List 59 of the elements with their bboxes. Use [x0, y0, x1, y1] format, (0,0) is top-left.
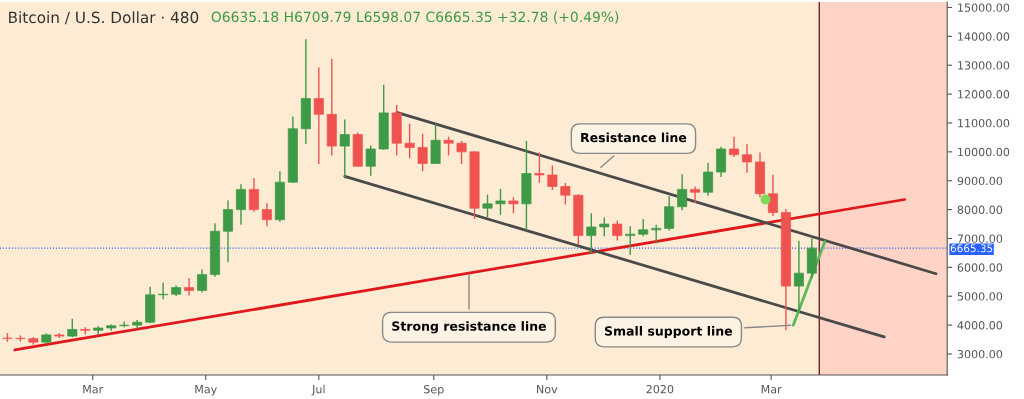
y-tick-label: 15000.00 [958, 3, 1010, 12]
candlestick [586, 213, 597, 254]
y-tick-label: 3000.00 [957, 349, 1003, 359]
candlestick [703, 162, 714, 196]
candlestick [404, 123, 415, 159]
candlestick [793, 240, 804, 313]
candlestick [560, 182, 571, 205]
y-tick-label: 9000.00 [957, 176, 1003, 186]
candlestick [547, 165, 558, 191]
ref-line-label: 6665.35 [950, 244, 993, 253]
candlestick [430, 123, 441, 165]
y-tick-label: 13000.00 [958, 61, 1010, 70]
candlestick [184, 278, 195, 296]
candlestick [690, 186, 701, 204]
candlestick [482, 194, 493, 218]
y-tick-label: 5000.00 [957, 292, 1003, 301]
candlestick [767, 174, 778, 217]
y-tick-label: 10000.00 [958, 147, 1010, 157]
x-tick-label: Mar [761, 385, 782, 394]
y-tick-label: 8000.00 [957, 205, 1003, 214]
annotation: Resistance line [581, 132, 687, 143]
candlestick [197, 269, 208, 293]
y-tick-label: 4000.00 [957, 321, 1003, 330]
candlestick [664, 195, 675, 231]
candlestick [313, 67, 324, 165]
x-tick-label: Jul [311, 384, 325, 396]
annotation: Strong resistance line [392, 321, 546, 334]
candlestick [365, 145, 376, 176]
x-tick-label: Mar [83, 385, 104, 394]
candlestick [223, 200, 233, 263]
candlestick [261, 203, 272, 227]
candlestick [612, 220, 623, 241]
y-tick-label: 12000.00 [958, 90, 1010, 99]
candlestick [119, 321, 130, 328]
y-tick-label: 14000.00 [958, 32, 1010, 41]
candlestick [625, 226, 636, 256]
candlestick [716, 146, 727, 178]
y-tick-label: 7000.00 [957, 234, 1003, 243]
candlestick [417, 133, 428, 172]
x-tick-label: 2020 [646, 384, 674, 394]
y-tick-label: 6000.00 [957, 263, 1003, 272]
candlestick [677, 174, 688, 211]
candlestick [235, 184, 246, 225]
candlestick [534, 152, 545, 183]
candlestick [132, 320, 143, 329]
candlestick [742, 143, 752, 173]
x-tick-label: Sep [424, 384, 444, 396]
text: Bitcoin / U.S. Dollar · 480 [9, 11, 199, 25]
candlestick [339, 119, 350, 179]
candlestick [495, 188, 506, 215]
candlestick [729, 136, 740, 157]
annotation: O6635.18 H6709.79 L6598.07 C6665.35 +32.78 (+0.49%) [211, 11, 619, 24]
x-tick-label: Nov [537, 385, 558, 394]
y-tick-label: 11000.00 [958, 118, 1010, 128]
x-tick-label: May [195, 385, 217, 396]
candlestick [456, 141, 467, 165]
annotation: Small support line [604, 326, 733, 339]
candlestick [651, 224, 662, 244]
candlestick [248, 178, 259, 212]
